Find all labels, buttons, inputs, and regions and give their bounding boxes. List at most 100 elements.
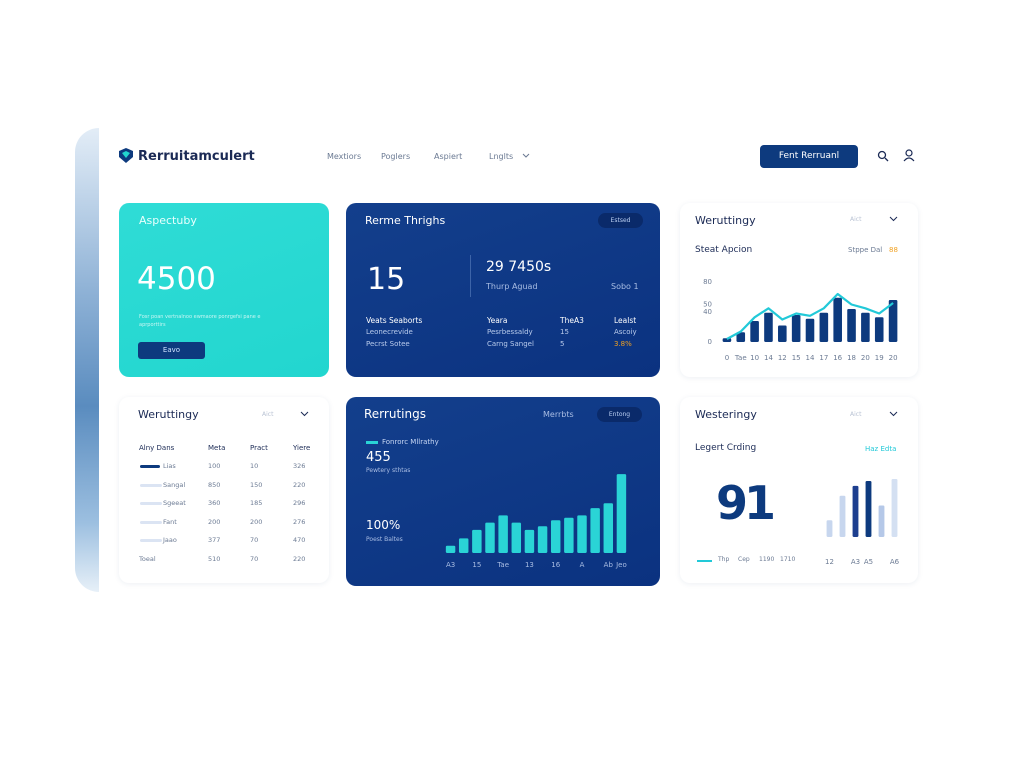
legend-swatch: [697, 560, 712, 562]
y-tick-label: 50: [703, 301, 712, 309]
card-note: Fosr poan vertnalnoo ewmaore ponrgefsi p…: [139, 314, 261, 328]
value: 455: [366, 450, 391, 465]
bar: [833, 297, 842, 342]
x-tick-label: 14: [806, 354, 815, 362]
table-cell: Sgeeat: [163, 499, 186, 508]
logo-text: Rerruitamculert: [138, 149, 255, 164]
x-tick-label: A3: [446, 561, 455, 569]
chevron[interactable]: [300, 411, 309, 417]
card-button[interactable]: Eavo: [138, 342, 205, 359]
bar: [819, 312, 829, 342]
chevron[interactable]: [889, 216, 898, 222]
badge[interactable]: Entong: [597, 407, 642, 422]
filter[interactable]: Aict: [850, 411, 862, 418]
value: 100%: [366, 518, 401, 532]
bar: [750, 321, 759, 342]
card-title: Aspectuby: [139, 214, 197, 227]
table-cell: Toeal: [139, 555, 156, 563]
bar: [847, 309, 856, 342]
nav-item[interactable]: Mextiors: [327, 152, 362, 161]
bar: [878, 505, 885, 537]
line: [726, 292, 894, 340]
logo-icon: [119, 148, 133, 163]
bar: [722, 338, 732, 342]
nav-chevron: [522, 153, 530, 158]
badge[interactable]: Estsed: [598, 213, 643, 228]
row-cell: TheA3: [560, 316, 584, 325]
search-icon[interactable]: [877, 150, 889, 162]
filter[interactable]: Aict: [850, 216, 862, 223]
bar: [852, 485, 859, 537]
table-cell: 850: [208, 480, 221, 489]
subtitle: Steat Apcion: [695, 245, 753, 255]
big-value: 15: [367, 262, 406, 297]
x-tick-label: 17: [819, 354, 828, 362]
x-tick-label: A: [580, 561, 585, 569]
user-icon[interactable]: [903, 149, 915, 162]
bar: [524, 529, 535, 553]
table-cell: 377: [208, 536, 221, 545]
table-cell: 220: [293, 480, 306, 489]
card-title: Weruttingy: [695, 214, 756, 227]
western-card: [680, 397, 918, 583]
table-cell: 470: [293, 536, 306, 545]
bar: [861, 312, 870, 342]
filter[interactable]: Aict: [262, 411, 274, 418]
link[interactable]: Merrbts: [543, 410, 574, 419]
link[interactable]: Haz Edta: [865, 445, 897, 453]
x-tick-label: 10: [750, 354, 759, 362]
bar: [445, 545, 456, 553]
chevron[interactable]: [889, 411, 898, 417]
bar: [564, 517, 574, 553]
nav-item[interactable]: Aspiert: [434, 152, 463, 161]
x-tick-label: 14: [764, 354, 773, 362]
bar: [874, 317, 884, 342]
legend-label: Fonrorc Mllrathy: [382, 438, 439, 446]
bar-chart: A3 15 Tae 13 16 A Ab Jeo: [445, 474, 627, 569]
subtitle: Legert Crding: [695, 443, 757, 453]
table-cell: 70: [250, 555, 259, 563]
bar: [498, 515, 508, 553]
value-note: Poest Baltes: [366, 536, 403, 543]
y-tick-label: 80: [703, 278, 712, 286]
card-title: Rerrutings: [364, 407, 426, 421]
x-tick-label: 15: [472, 561, 481, 569]
legend-label: Thp: [718, 556, 730, 563]
value-note: Pewtery sthtas: [366, 467, 411, 474]
table-cell: 70: [250, 536, 259, 545]
table-cell: 200: [208, 517, 221, 526]
highlight: 88: [889, 246, 898, 254]
x-tick-label: 15: [792, 354, 801, 362]
table-cell: Lias: [163, 462, 176, 470]
legend-swatch: [366, 441, 378, 444]
side-strip: [75, 128, 99, 592]
column-header: Yiere: [293, 444, 311, 452]
divider: [470, 255, 471, 297]
bar: [764, 312, 773, 342]
nav-item[interactable]: Poglers: [381, 152, 411, 161]
bar: [511, 522, 522, 553]
column-header: Pract: [250, 444, 268, 452]
table-cell: 326: [293, 462, 306, 470]
legend-label: 1190: [759, 556, 775, 563]
table-cell: 150: [250, 480, 263, 489]
x-tick-label: 13: [525, 561, 534, 569]
x-tick-label: 19: [875, 354, 884, 362]
primary-button[interactable]: Fent Rerruanl: [760, 145, 858, 168]
card-title: Rerme Thrighs: [365, 214, 446, 227]
row-cell: Pesrbessaldy: [487, 328, 533, 336]
table-cell: Fant: [163, 517, 177, 526]
recruit-card: [346, 397, 660, 586]
bar: [891, 478, 898, 537]
bar: [888, 300, 898, 342]
bar: [826, 520, 833, 537]
x-tick-label: 12: [825, 558, 834, 566]
bar: [791, 315, 801, 342]
x-tick-label: Tae: [734, 354, 747, 362]
bar-chart: 12 A3 A5 A6: [825, 478, 900, 566]
nav-item[interactable]: Lnglts: [489, 152, 514, 161]
note: Stppe Dal: [848, 246, 883, 254]
row-icon: [140, 465, 160, 468]
row-icon: [140, 483, 162, 487]
